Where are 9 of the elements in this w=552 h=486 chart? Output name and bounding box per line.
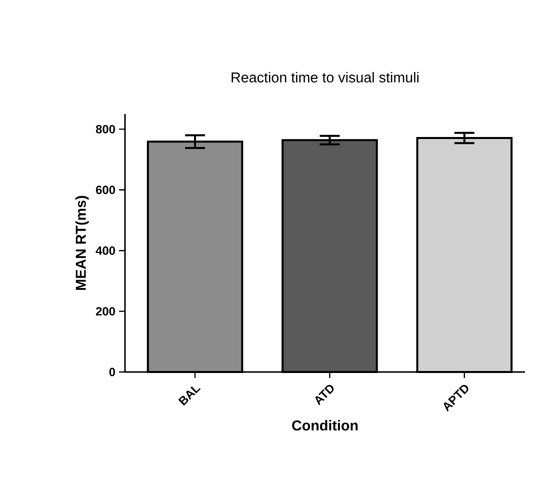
x-axis-title: Condition (292, 420, 358, 431)
chart-title: Reaction time to visual stimuli (232, 72, 418, 83)
y-tick-label: 800 (96, 124, 116, 134)
y-tick-label: 0 (109, 368, 116, 376)
y-tick-label: 200 (96, 307, 116, 316)
y-tick-label: 600 (96, 186, 116, 194)
y-tick-label: 400 (96, 246, 116, 255)
y-axis-title: MEAN RT(ms) (75, 196, 89, 290)
x-tick-label: BAL (178, 386, 201, 406)
